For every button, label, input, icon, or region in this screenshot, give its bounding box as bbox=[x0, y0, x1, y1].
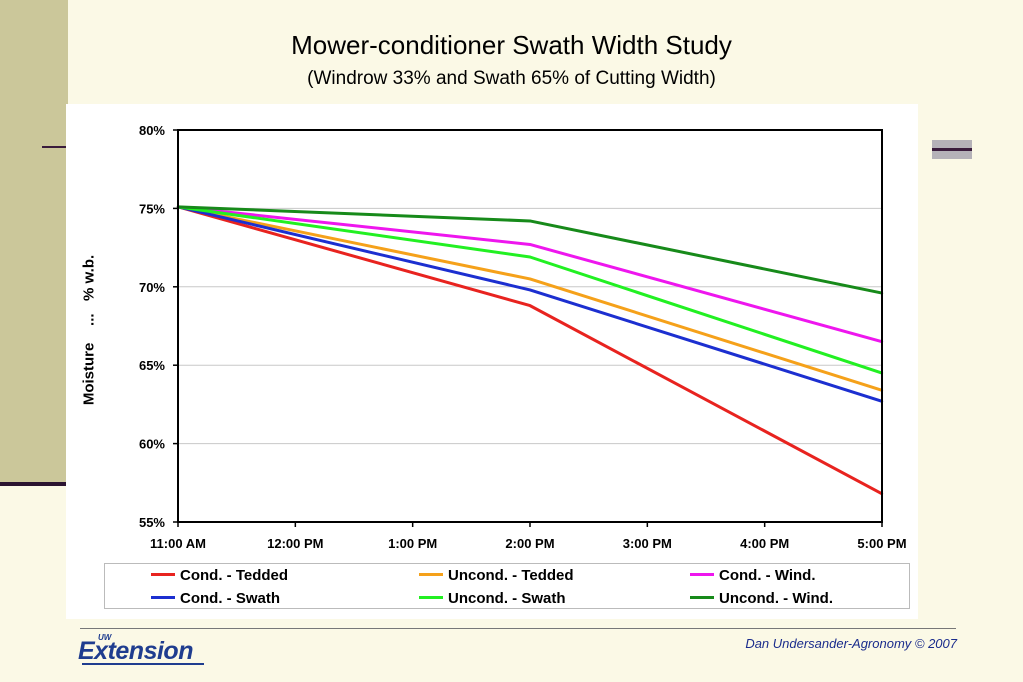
data-point bbox=[528, 304, 532, 307]
x-tick-label: 4:00 PM bbox=[740, 536, 789, 551]
y-tick-label: 60% bbox=[139, 437, 165, 452]
y-tick-label: 55% bbox=[139, 515, 165, 530]
legend-swatch bbox=[690, 572, 714, 576]
x-tick-label: 5:00 PM bbox=[857, 536, 906, 551]
sidebar-decoration bbox=[0, 0, 68, 484]
legend-label: Cond. - Tedded bbox=[180, 567, 289, 584]
data-point bbox=[528, 255, 532, 259]
legend-label: Uncond. - Wind. bbox=[719, 590, 834, 607]
right-accent-line bbox=[932, 148, 972, 151]
chart-area: 55% 60% 65% 70% 75% 80% 11:00 AM 12:00 PM 1:00 P… bbox=[66, 104, 918, 619]
uw-extension-logo: UW Extension bbox=[78, 633, 208, 669]
series-line bbox=[177, 205, 883, 392]
legend-label: Cond. - Swath bbox=[180, 590, 280, 607]
legend-item: Uncond. - Wind. bbox=[690, 590, 833, 607]
data-point bbox=[528, 277, 532, 281]
logo-wordmark: Extension bbox=[78, 637, 193, 665]
legend-swatch bbox=[690, 595, 714, 599]
sidebar-rule bbox=[0, 482, 68, 486]
x-tick-label: 11:00 AM bbox=[150, 536, 206, 551]
x-tick-label: 1:00 PM bbox=[388, 536, 437, 551]
chart-legend: Cond. - Tedded Uncond. - Tedded Cond. - Wi… bbox=[104, 563, 910, 609]
slide-subtitle: (Windrow 33% and Swath 65% of Cutting Wi… bbox=[307, 68, 716, 89]
series-line bbox=[177, 205, 883, 496]
legend-item: Cond. - Swath bbox=[151, 590, 280, 607]
data-point bbox=[528, 219, 532, 223]
legend-label: Cond. - Wind. bbox=[719, 567, 816, 584]
data-point bbox=[528, 288, 532, 292]
legend-item: Cond. - Tedded bbox=[151, 567, 288, 584]
legend-swatch bbox=[419, 572, 443, 576]
y-tick-label: 65% bbox=[139, 358, 165, 373]
legend-item: Uncond. - Swath bbox=[419, 590, 566, 607]
left-accent-tick bbox=[42, 146, 66, 148]
legend-label: Uncond. - Tedded bbox=[448, 567, 574, 584]
legend-item: Cond. - Wind. bbox=[690, 567, 816, 584]
legend-swatch bbox=[151, 572, 175, 576]
credit-text: Dan Undersander-Agronomy © 2007 bbox=[745, 636, 957, 651]
y-axis-label: Moisture ... % w.b. bbox=[80, 254, 98, 406]
y-tick-label: 75% bbox=[139, 201, 165, 216]
legend-item: Uncond. - Tedded bbox=[419, 567, 574, 584]
logo-prefix: UW bbox=[98, 633, 112, 642]
x-tick-label: 3:00 PM bbox=[623, 536, 672, 551]
y-tick-label: 70% bbox=[139, 280, 165, 295]
data-point bbox=[528, 243, 532, 246]
slide-title: Mower-conditioner Swath Width Study bbox=[291, 30, 732, 60]
footer-rule bbox=[80, 628, 956, 629]
legend-swatch bbox=[419, 595, 443, 599]
legend-label: Uncond. - Swath bbox=[448, 590, 566, 607]
line-chart: 55% 60% 65% 70% 75% 80% 11:00 AM 12:00 PM 1:00 P… bbox=[139, 123, 907, 551]
plot-frame bbox=[177, 129, 883, 523]
x-tick-label: 12:00 PM bbox=[267, 536, 323, 551]
logo-underline bbox=[82, 663, 204, 665]
y-tick-label: 80% bbox=[139, 123, 165, 138]
x-tick-label: 2:00 PM bbox=[505, 536, 554, 551]
legend-swatch bbox=[151, 595, 175, 599]
